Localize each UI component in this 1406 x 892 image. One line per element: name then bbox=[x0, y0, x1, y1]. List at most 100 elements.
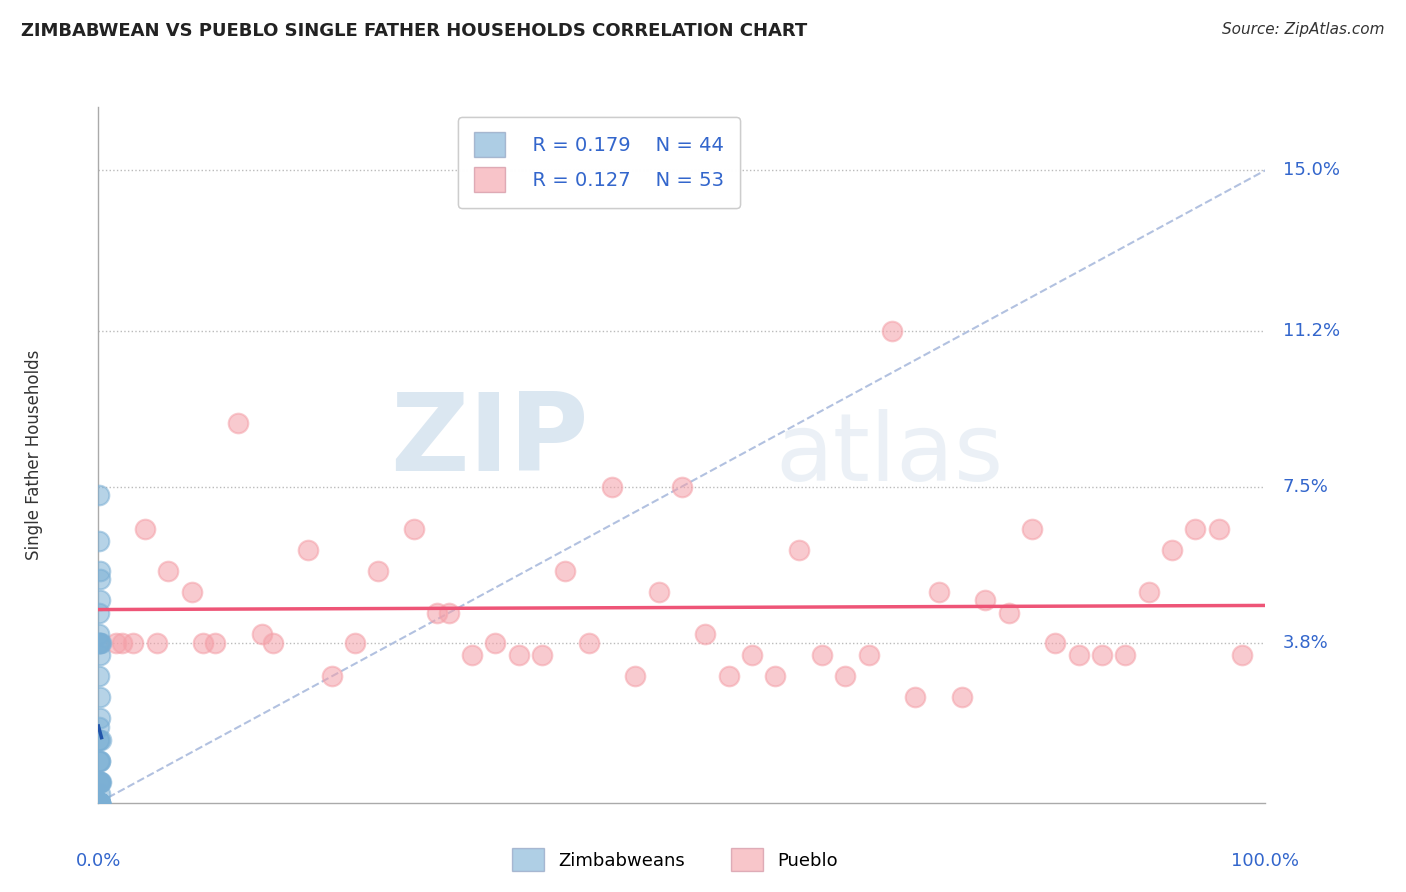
Point bbox=[1208, 522, 1230, 536]
Text: Single Father Households: Single Father Households bbox=[25, 350, 44, 560]
Point bbox=[89, 648, 111, 663]
Point bbox=[262, 635, 284, 649]
Point bbox=[89, 796, 111, 810]
Point bbox=[89, 732, 111, 747]
Point bbox=[87, 669, 110, 683]
Point bbox=[461, 648, 484, 663]
Text: atlas: atlas bbox=[775, 409, 1004, 501]
Point bbox=[904, 690, 927, 705]
Point bbox=[104, 635, 127, 649]
Point bbox=[87, 635, 110, 649]
Point bbox=[89, 606, 111, 620]
Point bbox=[146, 635, 169, 649]
Text: 3.8%: 3.8% bbox=[1282, 633, 1329, 651]
Point bbox=[87, 796, 110, 810]
Point bbox=[89, 711, 111, 725]
Point bbox=[89, 754, 111, 768]
Point bbox=[834, 669, 856, 683]
Point bbox=[1091, 648, 1114, 663]
Point bbox=[1230, 648, 1253, 663]
Text: 11.2%: 11.2% bbox=[1282, 321, 1340, 340]
Point bbox=[250, 627, 273, 641]
Point bbox=[89, 796, 111, 810]
Point bbox=[880, 324, 903, 338]
Point bbox=[89, 774, 111, 789]
Point bbox=[858, 648, 880, 663]
Point bbox=[134, 522, 156, 536]
Point bbox=[89, 796, 111, 810]
Point bbox=[87, 534, 110, 549]
Point bbox=[111, 635, 134, 649]
Point bbox=[204, 635, 226, 649]
Point bbox=[600, 479, 623, 493]
Point bbox=[87, 796, 110, 810]
Point bbox=[89, 796, 111, 810]
Point bbox=[997, 606, 1019, 620]
Point bbox=[87, 796, 110, 810]
Text: 100.0%: 100.0% bbox=[1232, 852, 1299, 870]
Point bbox=[647, 585, 669, 599]
Text: Source: ZipAtlas.com: Source: ZipAtlas.com bbox=[1222, 22, 1385, 37]
Point bbox=[695, 627, 717, 641]
Point bbox=[624, 669, 647, 683]
Legend: Zimbabweans, Pueblo: Zimbabweans, Pueblo bbox=[505, 841, 845, 879]
Point bbox=[321, 669, 343, 683]
Point bbox=[367, 564, 389, 578]
Point bbox=[1045, 635, 1067, 649]
Point bbox=[402, 522, 425, 536]
Point bbox=[89, 788, 111, 802]
Point bbox=[344, 635, 367, 649]
Point bbox=[89, 593, 111, 607]
Point bbox=[89, 754, 111, 768]
Point bbox=[87, 635, 110, 649]
Point bbox=[717, 669, 740, 683]
Point bbox=[87, 796, 110, 810]
Text: 7.5%: 7.5% bbox=[1282, 477, 1329, 496]
Point bbox=[89, 572, 111, 586]
Point bbox=[87, 796, 110, 810]
Point bbox=[90, 774, 112, 789]
Point bbox=[1114, 648, 1136, 663]
Point bbox=[89, 635, 111, 649]
Point bbox=[484, 635, 506, 649]
Point bbox=[811, 648, 834, 663]
Point bbox=[554, 564, 576, 578]
Point bbox=[950, 690, 973, 705]
Point bbox=[89, 732, 111, 747]
Text: ZIP: ZIP bbox=[389, 388, 589, 494]
Text: ZIMBABWEAN VS PUEBLO SINGLE FATHER HOUSEHOLDS CORRELATION CHART: ZIMBABWEAN VS PUEBLO SINGLE FATHER HOUSE… bbox=[21, 22, 807, 40]
Point bbox=[1137, 585, 1160, 599]
Point bbox=[928, 585, 950, 599]
Point bbox=[89, 564, 111, 578]
Point bbox=[89, 754, 111, 768]
Point bbox=[426, 606, 449, 620]
Point bbox=[1067, 648, 1090, 663]
Point bbox=[89, 796, 111, 810]
Point bbox=[122, 635, 145, 649]
Point bbox=[89, 635, 111, 649]
Point bbox=[578, 635, 600, 649]
Point bbox=[228, 417, 250, 431]
Point bbox=[508, 648, 530, 663]
Point bbox=[89, 690, 111, 705]
Point bbox=[1184, 522, 1206, 536]
Point bbox=[180, 585, 202, 599]
Point bbox=[89, 796, 111, 810]
Point bbox=[1021, 522, 1043, 536]
Point bbox=[437, 606, 460, 620]
Point bbox=[297, 542, 319, 557]
Point bbox=[89, 774, 111, 789]
Point bbox=[89, 732, 111, 747]
Point bbox=[787, 542, 810, 557]
Point bbox=[763, 669, 786, 683]
Point bbox=[530, 648, 553, 663]
Point bbox=[89, 796, 111, 810]
Text: 0.0%: 0.0% bbox=[76, 852, 121, 870]
Point bbox=[87, 720, 110, 734]
Point bbox=[87, 774, 110, 789]
Point bbox=[87, 796, 110, 810]
Point bbox=[741, 648, 763, 663]
Point bbox=[87, 488, 110, 502]
Legend:   R = 0.179    N = 44,   R = 0.127    N = 53: R = 0.179 N = 44, R = 0.127 N = 53 bbox=[458, 117, 740, 208]
Point bbox=[1161, 542, 1184, 557]
